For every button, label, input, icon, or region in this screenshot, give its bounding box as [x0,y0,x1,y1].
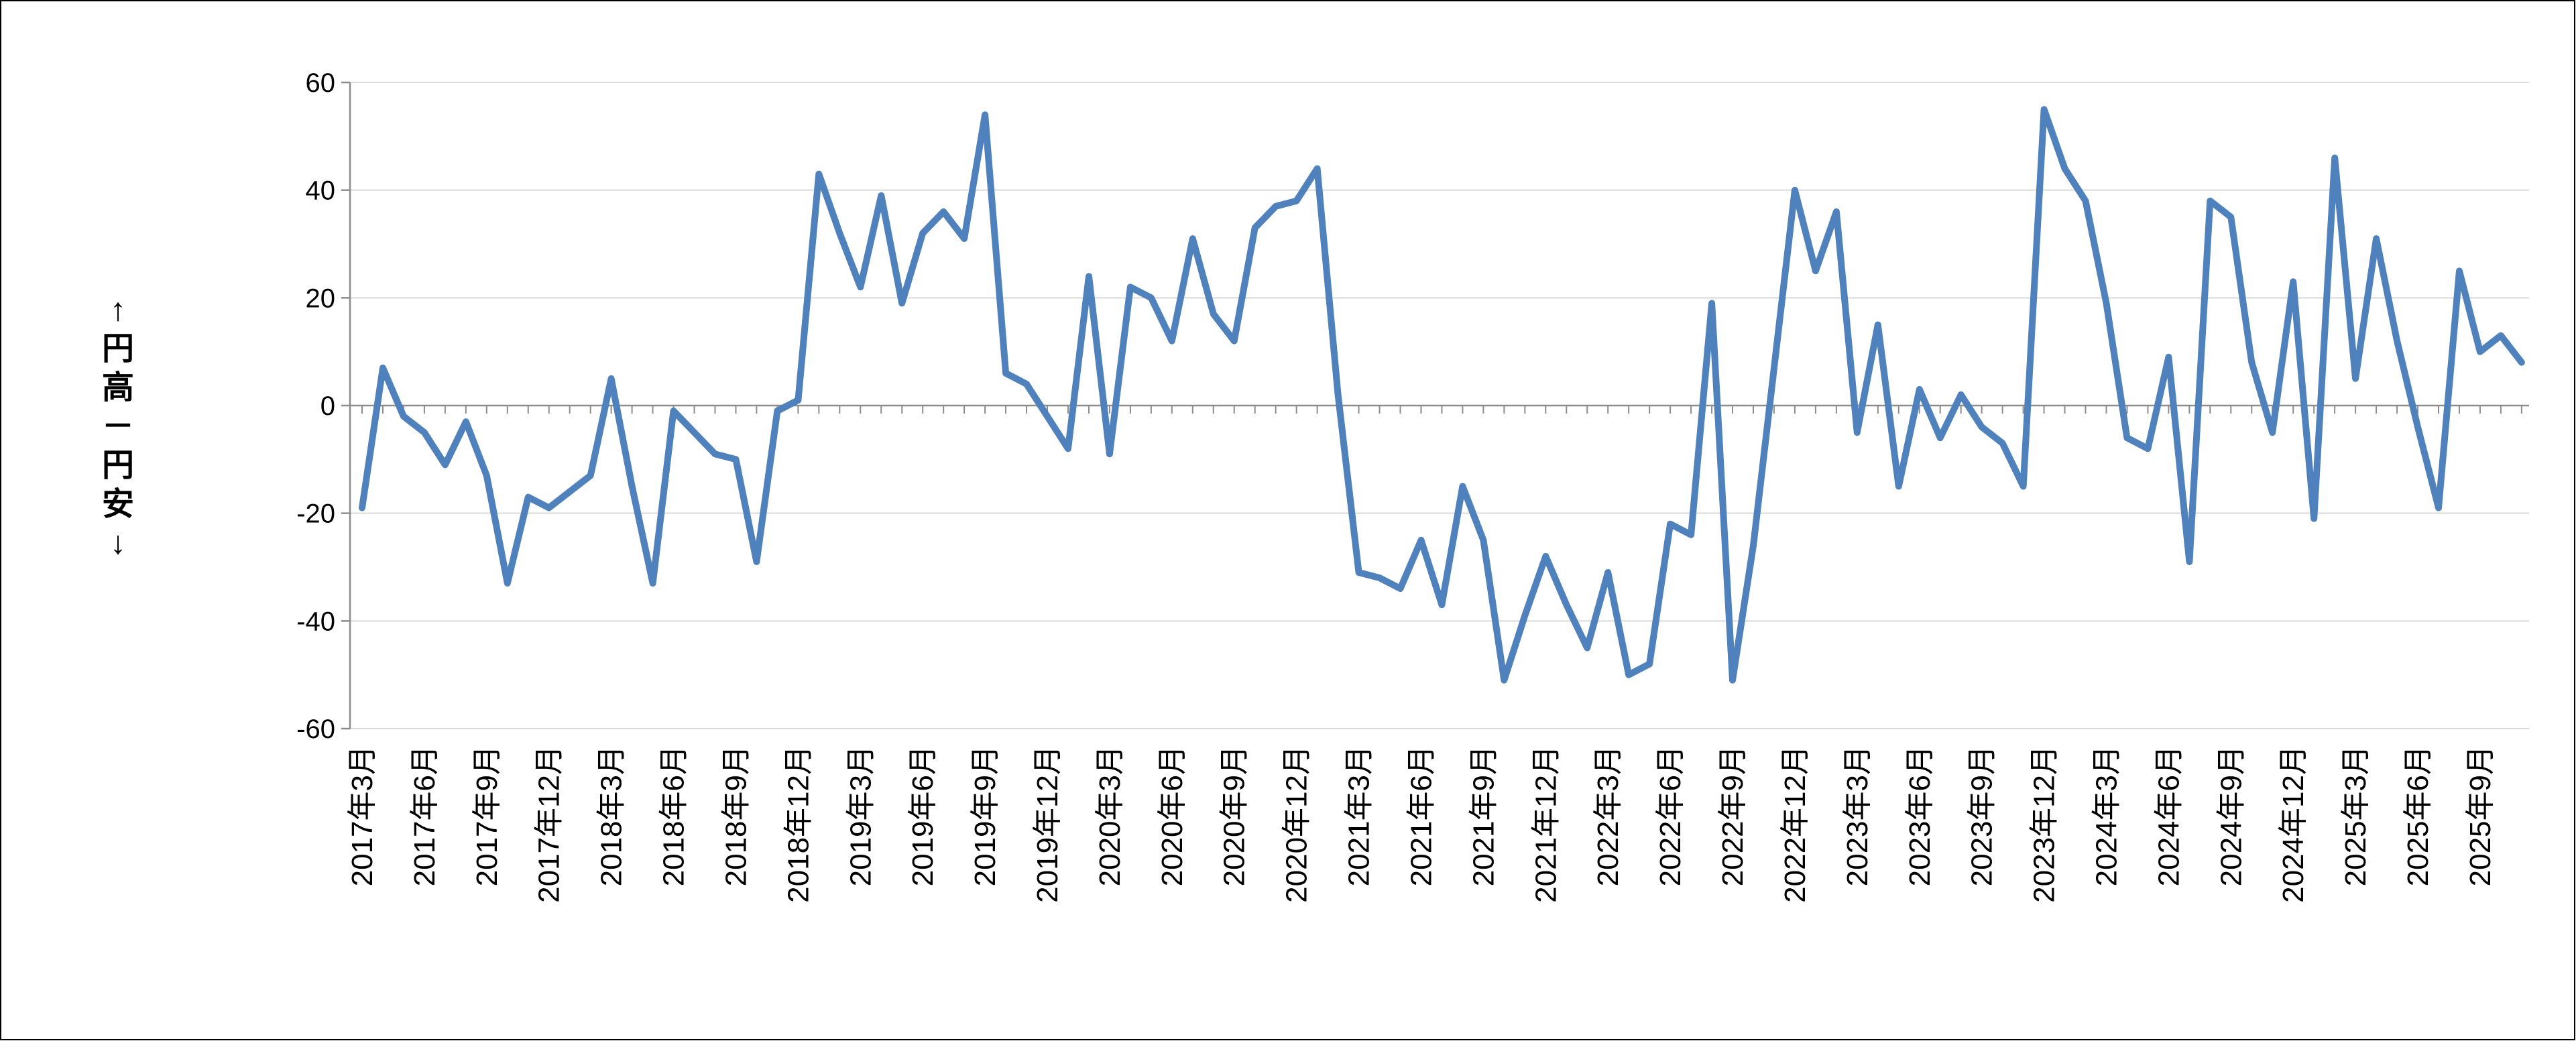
x-tick-label: 2024年9月 [2215,745,2247,886]
x-tick-label: 2019年3月 [844,745,877,886]
x-tick-label: 2022年3月 [1592,745,1625,886]
x-tick-label: 2024年6月 [2152,745,2185,886]
x-tick-label: 2017年9月 [471,745,504,886]
x-tick-label: 2018年9月 [719,745,752,886]
x-tick-label: 2022年9月 [1716,745,1749,886]
y-axis-title-char: 高 [102,370,134,406]
y-axis-title: ↑円高－円安↓ [102,292,134,561]
x-tick-label: 2024年3月 [2090,745,2123,886]
y-tick-label--20: -20 [296,499,335,529]
x-tick-label: 2023年3月 [1841,745,1874,886]
x-tick-label: 2019年9月 [969,745,1002,886]
y-axis-title-char: ↓ [110,526,126,561]
x-tick-label: 2021年6月 [1405,745,1438,886]
x-tick-label: 2021年9月 [1467,745,1500,886]
y-axis-title-char: － [102,409,134,444]
x-tick-label: 2022年12月 [1779,745,1812,903]
x-tick-label: 2020年12月 [1281,745,1313,903]
x-tick-label: 2025年9月 [2464,745,2497,886]
x-tick-labels: 2017年3月 2017年6月 2017年9月 2017年12月 2018年3月 2018… [346,745,2497,903]
x-tick-label: 2020年6月 [1156,745,1189,886]
y-tick-labels: 60 40 20 0 -20 -40 -60 [296,68,335,744]
x-tick-label: 2023年6月 [1904,745,1936,886]
y-axis-title-char: 円 [102,331,134,367]
x-tick-label: 2021年3月 [1343,745,1376,886]
x-tick-label: 2017年3月 [346,745,379,886]
y-tick-label--60: -60 [296,715,335,744]
y-tick-label-60: 60 [306,68,336,98]
y-axis-title-char: ↑ [110,292,126,328]
x-tick-label: 2020年3月 [1094,745,1126,886]
x-tick-label: 2019年6月 [906,745,939,886]
y-axis-title-char: 円 [102,448,134,483]
x-tick-label: 2018年6月 [658,745,691,886]
y-axis-title-char: 安 [102,487,134,522]
y-tick-label-40: 40 [306,176,336,206]
x-tick-label: 2021年12月 [1529,745,1562,903]
y-tick-label-20: 20 [306,284,336,313]
y-tick-label-0: 0 [320,391,335,421]
y-gridlines [350,82,2529,729]
y-tick-label--40: -40 [296,607,335,636]
x-tick-label: 2018年3月 [595,745,628,886]
x-tick-label: 2023年9月 [1966,745,1999,886]
x-tick-label: 2024年12月 [2277,745,2310,903]
x-tick-label: 2017年12月 [533,745,566,903]
x-tick-label: 2023年12月 [2028,745,2061,903]
x-tick-label: 2017年6月 [408,745,441,886]
data-line-series [359,106,2525,684]
x-tick-label: 2018年12月 [782,745,815,903]
x-tick-label: 2019年12月 [1031,745,1064,903]
category-axis [350,404,2529,414]
x-tick-label: 2020年9月 [1218,745,1251,886]
x-tick-label: 2025年6月 [2402,745,2435,886]
x-tick-label: 2025年3月 [2339,745,2372,886]
x-tick-label: 2022年6月 [1654,745,1687,886]
